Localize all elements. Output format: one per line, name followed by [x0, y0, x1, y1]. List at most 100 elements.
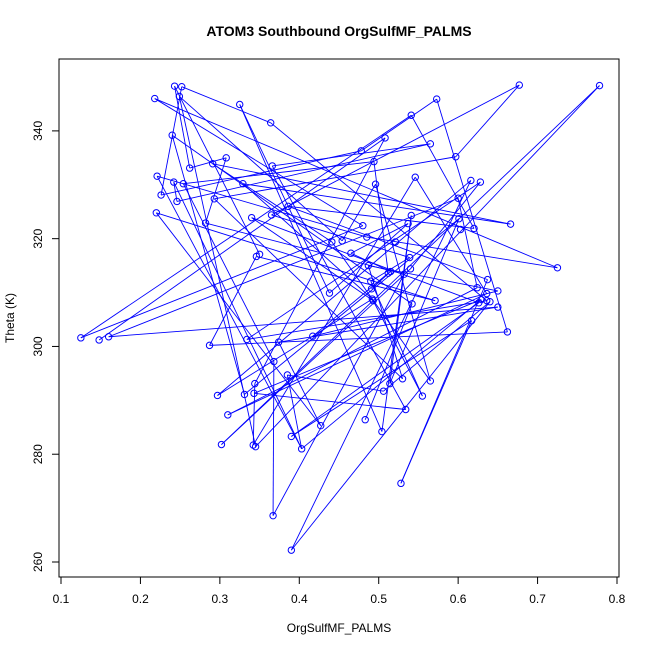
- data-point: [486, 298, 494, 306]
- data-point: [287, 546, 296, 554]
- data-point: [370, 157, 378, 166]
- data-point: [407, 111, 415, 119]
- data-point: [515, 81, 524, 89]
- series-segment: [373, 161, 389, 274]
- data-point: [213, 391, 222, 400]
- series-segment: [270, 122, 488, 301]
- data-point: [185, 164, 194, 172]
- series-segment: [255, 85, 600, 447]
- x-tick-label: 0.7: [529, 592, 546, 606]
- series-segment: [350, 223, 409, 254]
- data-point: [243, 335, 251, 344]
- data-point: [104, 333, 113, 341]
- series-segment: [364, 303, 413, 420]
- plot-area: [58, 58, 620, 578]
- data-point: [367, 277, 375, 285]
- data-point: [367, 285, 376, 293]
- data-point: [364, 261, 373, 270]
- data-point: [400, 270, 408, 278]
- series-segment: [290, 301, 491, 551]
- series-segment: [272, 143, 431, 167]
- data-point: [274, 338, 283, 346]
- series-segment: [252, 177, 416, 446]
- data-point: [338, 237, 346, 245]
- series-segment: [179, 96, 343, 242]
- series-segment: [244, 218, 460, 395]
- series-segment: [174, 85, 260, 255]
- data-point: [175, 92, 184, 101]
- data-point: [494, 287, 502, 295]
- y-tick-label: 340: [31, 121, 45, 141]
- series-segment: [400, 320, 473, 484]
- data-point: [210, 195, 218, 203]
- chart-title: ATOM3 Southbound OrgSulfMF_PALMS: [206, 23, 471, 39]
- series-segment: [227, 293, 487, 416]
- series-segment: [350, 252, 391, 272]
- series-segment: [239, 104, 383, 432]
- series-segment: [410, 115, 475, 229]
- series-segment: [246, 300, 487, 340]
- series-segment: [217, 298, 373, 396]
- data-point: [179, 180, 188, 188]
- series-segment: [154, 98, 364, 227]
- data-point: [317, 421, 325, 430]
- data-point: [270, 357, 278, 366]
- series-segment: [271, 165, 407, 410]
- data-point: [452, 153, 460, 161]
- series-segment: [271, 214, 410, 258]
- data-point: [297, 445, 306, 453]
- series-segment: [213, 198, 403, 380]
- data-point: [371, 180, 380, 188]
- data-point: [369, 296, 377, 305]
- data-point: [483, 296, 491, 305]
- data-point: [398, 375, 407, 383]
- series-segment: [370, 281, 423, 397]
- x-tick-label: 0.8: [609, 592, 626, 606]
- series-segment: [80, 114, 412, 339]
- x-tick-label: 0.4: [291, 592, 308, 606]
- data-point: [476, 178, 485, 186]
- data-point: [381, 134, 389, 142]
- data-point: [152, 209, 161, 217]
- x-tick-label: 0.1: [53, 592, 70, 606]
- data-point: [222, 154, 230, 162]
- data-point: [379, 387, 388, 395]
- series-points: [77, 81, 604, 554]
- data-point: [386, 267, 395, 276]
- series-segment: [455, 84, 520, 158]
- series-segment: [108, 197, 459, 338]
- data-point: [347, 249, 355, 257]
- series-segment: [272, 361, 275, 516]
- data-point: [209, 160, 217, 168]
- data-point: [404, 219, 412, 228]
- y-axis: 260 280 300 320 340: [31, 121, 60, 572]
- series-segment: [80, 225, 363, 339]
- data-point: [168, 131, 176, 139]
- data-point: [170, 178, 178, 186]
- x-tick-label: 0.3: [212, 592, 229, 606]
- x-tick-label: 0.5: [370, 592, 387, 606]
- series-segment: [239, 104, 330, 294]
- data-point: [406, 265, 415, 273]
- data-point: [250, 389, 258, 398]
- data-point: [456, 225, 465, 234]
- data-point: [426, 140, 435, 148]
- data-point: [378, 427, 386, 436]
- data-point: [287, 432, 296, 441]
- data-point: [217, 440, 226, 449]
- data-point: [454, 194, 462, 202]
- data-point: [483, 275, 492, 284]
- data-point: [483, 289, 491, 298]
- data-point: [467, 176, 475, 185]
- data-point: [328, 238, 336, 246]
- series-segment: [209, 256, 257, 346]
- series-segment: [371, 271, 391, 290]
- data-point: [397, 479, 405, 488]
- series-segment: [108, 306, 498, 338]
- series-segment: [360, 98, 437, 152]
- x-axis-title: OrgSulfMF_PALMS: [287, 621, 391, 635]
- series-segment: [242, 183, 511, 225]
- x-tick-label: 0.6: [450, 592, 467, 606]
- data-point: [431, 296, 439, 305]
